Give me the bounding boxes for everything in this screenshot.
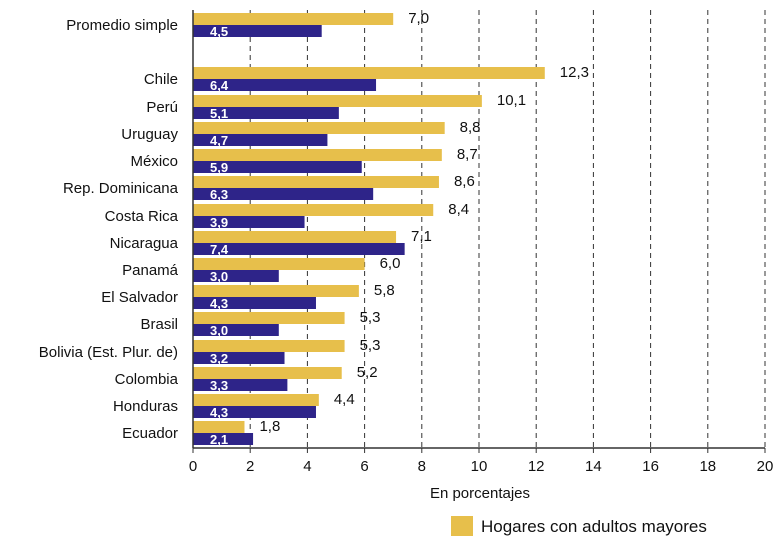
legend: Hogares con adultos mayores xyxy=(451,516,707,536)
category-label-9: El Salvador xyxy=(101,289,178,306)
category-label-0: Promedio simple xyxy=(66,17,178,34)
bar-primary-9 xyxy=(193,285,359,297)
category-label-4: México xyxy=(130,153,178,170)
bar-primary-7 xyxy=(193,231,397,243)
bar-secondary-13 xyxy=(193,406,316,418)
data-label-secondary-3: 4,7 xyxy=(210,133,228,148)
data-label-primary-7: 7,1 xyxy=(411,228,432,245)
x-tick-label-0: 0 xyxy=(189,458,197,475)
legend-label-primary: Hogares con adultos mayores xyxy=(481,517,707,536)
x-tick-label-8: 8 xyxy=(418,458,426,475)
data-label-secondary-10: 3,0 xyxy=(210,323,228,338)
axes: 0 2 4 6 8 10 12 14 16 18 20 xyxy=(189,10,773,475)
bar-primary-3 xyxy=(193,122,445,134)
bar-primary-4 xyxy=(193,149,442,161)
data-label-primary-14: 1,8 xyxy=(259,418,280,435)
category-label-11: Bolivia (Est. Plur. de) xyxy=(39,344,178,361)
bar-primary-5 xyxy=(193,176,439,188)
data-label-secondary-11: 3,2 xyxy=(210,351,228,366)
data-label-secondary-0: 4,5 xyxy=(210,24,228,39)
bar-secondary-12 xyxy=(193,379,288,391)
bar-secondary-14 xyxy=(193,433,254,445)
bar-primary-14 xyxy=(193,421,245,433)
x-tick-label-12: 12 xyxy=(528,458,545,475)
category-label-1: Chile xyxy=(144,71,178,88)
data-label-primary-1: 12,3 xyxy=(560,64,589,81)
data-label-primary-6: 8,4 xyxy=(448,201,469,218)
bar-primary-1 xyxy=(193,67,545,79)
category-label-12: Colombia xyxy=(115,371,179,388)
bar-primary-11 xyxy=(193,340,345,352)
data-label-secondary-14: 2,1 xyxy=(210,432,228,447)
category-label-14: Ecuador xyxy=(122,425,178,442)
bar-secondary-6 xyxy=(193,216,305,228)
bar-secondary-3 xyxy=(193,134,328,146)
x-tick-label-4: 4 xyxy=(303,458,311,475)
data-label-secondary-1: 6,4 xyxy=(210,78,229,93)
bar-primary-2 xyxy=(193,95,482,107)
bars xyxy=(193,13,545,445)
data-label-secondary-5: 6,3 xyxy=(210,187,228,202)
data-label-primary-9: 5,8 xyxy=(374,282,395,299)
category-label-3: Uruguay xyxy=(121,126,178,143)
data-label-secondary-2: 5,1 xyxy=(210,106,228,121)
bar-secondary-8 xyxy=(193,270,279,282)
data-label-secondary-4: 5,9 xyxy=(210,160,228,175)
bar-primary-10 xyxy=(193,312,345,324)
data-label-secondary-9: 4,3 xyxy=(210,296,228,311)
bar-primary-13 xyxy=(193,394,319,406)
bar-primary-12 xyxy=(193,367,342,379)
data-label-primary-4: 8,7 xyxy=(457,146,478,163)
bar-primary-0 xyxy=(193,13,394,25)
category-label-10: Brasil xyxy=(140,316,178,333)
x-tick-label-2: 2 xyxy=(246,458,254,475)
data-label-primary-13: 4,4 xyxy=(334,391,355,408)
category-label-5: Rep. Dominicana xyxy=(63,180,179,197)
data-label-primary-3: 8,8 xyxy=(460,119,481,136)
bar-secondary-1 xyxy=(193,79,377,91)
bar-primary-8 xyxy=(193,258,365,270)
labels: 7,0 4,5 Promedio simple 12,3 6,4 Chile 10,1 5,1… xyxy=(39,10,589,447)
data-label-primary-8: 6,0 xyxy=(380,255,401,272)
category-label-7: Nicaragua xyxy=(110,235,179,252)
bar-secondary-2 xyxy=(193,107,339,119)
x-tick-label-16: 16 xyxy=(642,458,659,475)
x-axis-title: En porcentajes xyxy=(430,485,530,502)
category-label-8: Panamá xyxy=(122,262,179,279)
bar-secondary-4 xyxy=(193,161,362,173)
bar-secondary-0 xyxy=(193,25,322,37)
data-label-primary-10: 5,3 xyxy=(360,309,381,326)
bar-secondary-11 xyxy=(193,352,285,364)
category-label-6: Costa Rica xyxy=(105,208,179,225)
x-tick-label-14: 14 xyxy=(585,458,602,475)
data-label-secondary-13: 4,3 xyxy=(210,405,228,420)
x-tick-label-20: 20 xyxy=(757,458,773,475)
data-label-primary-12: 5,2 xyxy=(357,364,378,381)
data-label-primary-11: 5,3 xyxy=(360,337,381,354)
bar-primary-6 xyxy=(193,204,434,216)
category-label-13: Honduras xyxy=(113,398,178,415)
data-label-secondary-12: 3,3 xyxy=(210,378,228,393)
bar-secondary-7 xyxy=(193,243,405,255)
grid-lines xyxy=(249,10,766,448)
bar-secondary-5 xyxy=(193,188,374,200)
data-label-secondary-6: 3,9 xyxy=(210,215,228,230)
x-tick-label-6: 6 xyxy=(360,458,368,475)
data-label-primary-5: 8,6 xyxy=(454,173,475,190)
data-label-secondary-7: 7,4 xyxy=(210,242,229,257)
x-tick-label-18: 18 xyxy=(699,458,716,475)
bar-secondary-9 xyxy=(193,297,316,309)
x-tick-label-10: 10 xyxy=(471,458,488,475)
legend-swatch-primary xyxy=(451,516,473,536)
data-label-primary-0: 7,0 xyxy=(408,10,429,27)
data-label-primary-2: 10,1 xyxy=(497,92,526,109)
data-label-secondary-8: 3,0 xyxy=(210,269,228,284)
category-label-2: Perú xyxy=(146,99,178,116)
bar-secondary-10 xyxy=(193,324,279,336)
